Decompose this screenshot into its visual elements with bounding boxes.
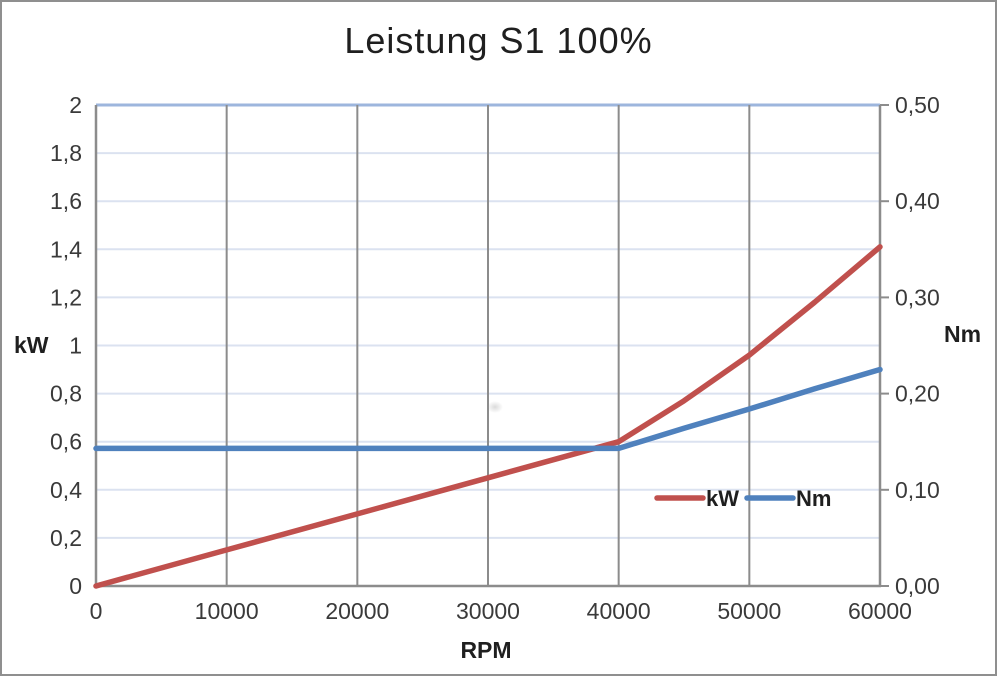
left-axis-unit-label: kW bbox=[14, 332, 49, 358]
left-tick-label: 0,2 bbox=[50, 525, 82, 551]
left-tick-label: 1,2 bbox=[50, 284, 82, 310]
left-tick-label: 0,6 bbox=[50, 429, 82, 455]
right-tick-label: 0,10 bbox=[895, 477, 940, 503]
left-tick-label: 0,8 bbox=[50, 381, 82, 407]
x-tick-label: 50000 bbox=[717, 598, 781, 624]
legend-label-Nm: Nm bbox=[796, 486, 831, 511]
left-tick-label: 1 bbox=[69, 333, 82, 359]
x-tick-label: 30000 bbox=[456, 598, 520, 624]
left-tick-label: 0 bbox=[69, 573, 82, 599]
left-tick-label: 1,6 bbox=[50, 188, 82, 214]
right-tick-label: 0,40 bbox=[895, 188, 940, 214]
right-axis-unit-label: Nm bbox=[944, 321, 982, 347]
x-tick-label: 60000 bbox=[848, 598, 912, 624]
left-tick-label: 1,8 bbox=[50, 140, 82, 166]
right-tick-label: 0,00 bbox=[895, 573, 940, 599]
right-tick-label: 0,50 bbox=[895, 92, 940, 118]
chart-title: Leistung S1 100% bbox=[344, 20, 653, 61]
series-line-kW bbox=[93, 244, 883, 589]
x-tick-label: 0 bbox=[90, 598, 103, 624]
left-tick-label: 1,4 bbox=[50, 236, 82, 262]
left-tick-label: 2 bbox=[69, 92, 82, 118]
x-tick-label: 10000 bbox=[195, 598, 259, 624]
smudge-artifact bbox=[487, 401, 503, 413]
series-line-Nm bbox=[93, 366, 883, 452]
right-tick-label: 0,20 bbox=[895, 381, 940, 407]
x-axis-unit-label: RPM bbox=[460, 637, 512, 663]
x-tick-label: 20000 bbox=[325, 598, 389, 624]
x-tick-label: 40000 bbox=[587, 598, 651, 624]
left-tick-label: 0,4 bbox=[50, 477, 82, 503]
right-tick-label: 0,30 bbox=[895, 284, 940, 310]
legend-label-kW: kW bbox=[706, 486, 739, 511]
